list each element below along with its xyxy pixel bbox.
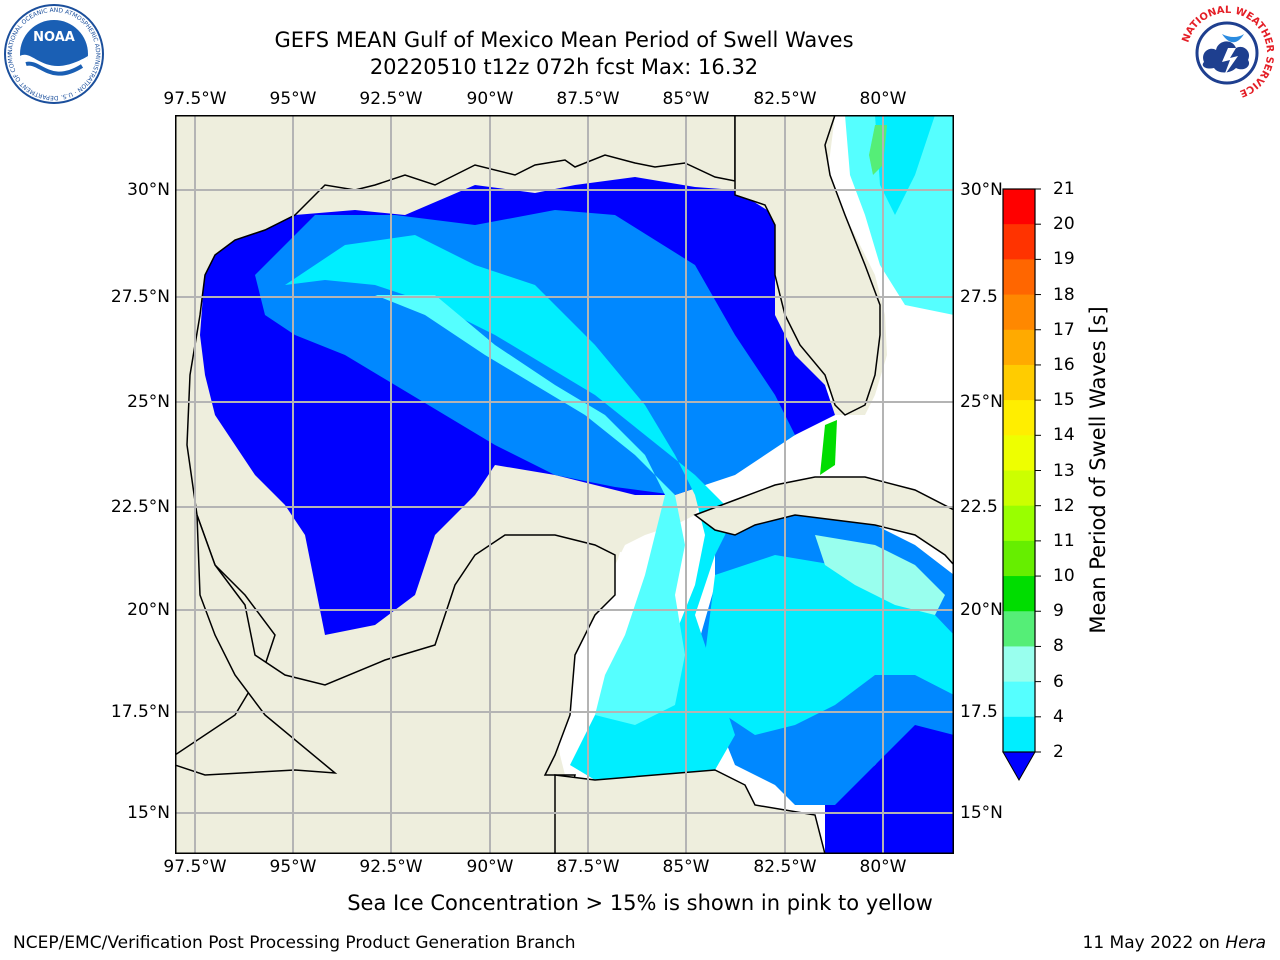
colorbar-tick-label: 14	[1053, 425, 1075, 446]
lon-label-bottom: 87.5°W	[556, 857, 620, 877]
lon-label-bottom: 82.5°W	[753, 857, 817, 877]
lon-label-top: 92.5°W	[359, 89, 423, 109]
lon-label-bottom: 90°W	[466, 857, 514, 877]
lat-label-right: 22.5	[960, 497, 998, 517]
colorbar-cells	[1003, 189, 1035, 753]
land-cuba	[693, 476, 954, 567]
lat-label-right: 17.5	[960, 702, 998, 722]
lat-label-left: 27.5°N	[110, 287, 170, 307]
colorbar-cell	[1003, 611, 1035, 647]
colorbar-cell	[1003, 224, 1035, 260]
colorbar-tick-label: 13	[1053, 460, 1075, 481]
colorbar-tick-label: 20	[1053, 214, 1075, 235]
colorbar-tick-label: 4	[1053, 706, 1064, 727]
colorbar-cell	[1003, 576, 1035, 612]
map-frame	[175, 115, 954, 854]
colorbar-cell	[1003, 470, 1035, 507]
lon-label-bottom: 95°W	[269, 857, 317, 877]
date-stamp: 11 May 2022 on Hera	[1083, 933, 1267, 953]
colorbar-tick-label: 21	[1053, 179, 1075, 199]
credit-text: NCEP/EMC/Verification Post Processing Pr…	[13, 933, 576, 953]
swell-band-9s	[815, 535, 945, 615]
colorbar-cell	[1003, 505, 1035, 542]
noaa-logo-text: NOAA	[33, 30, 75, 45]
lon-label-top: 82.5°W	[753, 89, 817, 109]
colorbar-cell	[1003, 364, 1035, 401]
swell-band-8s	[375, 295, 685, 725]
lat-label-left: 25°N	[127, 392, 170, 412]
colorbar-tick-label: 12	[1053, 495, 1075, 516]
lat-label-right: 20°N	[960, 600, 1003, 620]
lon-label-bottom: 92.5°W	[359, 857, 423, 877]
sea-ice-footnote: Sea Ice Concentration > 15% is shown in …	[347, 891, 933, 915]
colorbar-title: Mean Period of Swell Waves [s]	[1086, 306, 1110, 634]
colorbar-tick-label: 17	[1053, 319, 1075, 340]
colorbar-tick-label: 19	[1053, 249, 1075, 270]
chart-title: GEFS MEAN Gulf of Mexico Mean Period of …	[274, 28, 854, 52]
colorbar-cell	[1003, 435, 1035, 471]
nws-logo: NATIONAL WEATHER SERVICE	[1180, 5, 1275, 100]
lon-label-bottom: 97.5°W	[163, 857, 227, 877]
colorbar	[1002, 188, 1041, 782]
colorbar-tick-label: 2	[1053, 742, 1064, 762]
colorbar-cell	[1003, 294, 1035, 331]
swell-band-6s	[285, 235, 735, 780]
colorbar-tick-label: 15	[1053, 390, 1075, 411]
colorbar-tick-label: 10	[1053, 566, 1075, 587]
colorbar-cell	[1003, 540, 1035, 577]
colorbar-cell	[1003, 259, 1035, 296]
lon-label-bottom: 85°W	[662, 857, 710, 877]
colorbar-cell	[1003, 329, 1035, 366]
gridlines	[175, 115, 954, 854]
lat-label-left: 22.5°N	[110, 497, 170, 517]
colorbar-tick-label: 18	[1053, 284, 1075, 305]
chart-subtitle: 20220510 t12z 072h fcst Max: 16.32	[369, 55, 759, 79]
colorbar-cell	[1003, 400, 1035, 436]
colorbar-tick-label: 6	[1053, 671, 1064, 692]
colorbar-tick-label: 16	[1053, 354, 1075, 375]
colorbar-tick-label: 11	[1053, 530, 1075, 551]
colorbar-cell	[1003, 646, 1035, 683]
colorbar-tick-label: 8	[1053, 636, 1064, 657]
map-panel	[175, 115, 954, 854]
lon-label-top: 85°W	[662, 89, 710, 109]
date-text: 11 May 2022 on	[1082, 933, 1226, 953]
straits-green	[820, 420, 837, 475]
lon-label-bottom: 80°W	[859, 857, 907, 877]
land-mexico-south	[175, 514, 616, 854]
colorbar-extend-triangle	[1002, 751, 1036, 782]
colorbar-cell	[1003, 716, 1035, 753]
lat-label-left: 20°N	[127, 600, 170, 620]
colorbar-cell	[1003, 189, 1035, 225]
lon-label-top: 80°W	[859, 89, 907, 109]
lat-label-right: 27.5	[960, 287, 998, 307]
lat-label-left: 15°N	[127, 803, 170, 823]
colorbar-tick-label: 9	[1053, 601, 1064, 622]
lon-label-top: 90°W	[466, 89, 514, 109]
lat-label-left: 30°N	[127, 180, 170, 200]
colorbar-tick-marks	[1035, 188, 1041, 753]
lat-label-right: 15°N	[960, 803, 1003, 823]
lat-label-left: 17.5°N	[110, 702, 170, 722]
land-texas-mexico	[175, 115, 736, 756]
lon-label-top: 97.5°W	[163, 89, 227, 109]
lon-label-top: 95°W	[269, 89, 317, 109]
colorbar-cell	[1003, 681, 1035, 718]
lat-label-right: 25°N	[960, 392, 1003, 412]
lon-label-top: 87.5°W	[556, 89, 620, 109]
lat-label-right: 30°N	[960, 180, 1003, 200]
host-name: Hera	[1225, 933, 1266, 953]
swell-band-2s-south	[825, 705, 954, 854]
noaa-logo: NATIONAL OCEANIC AND ATMOSPHERIC ADMINIS…	[4, 4, 104, 104]
